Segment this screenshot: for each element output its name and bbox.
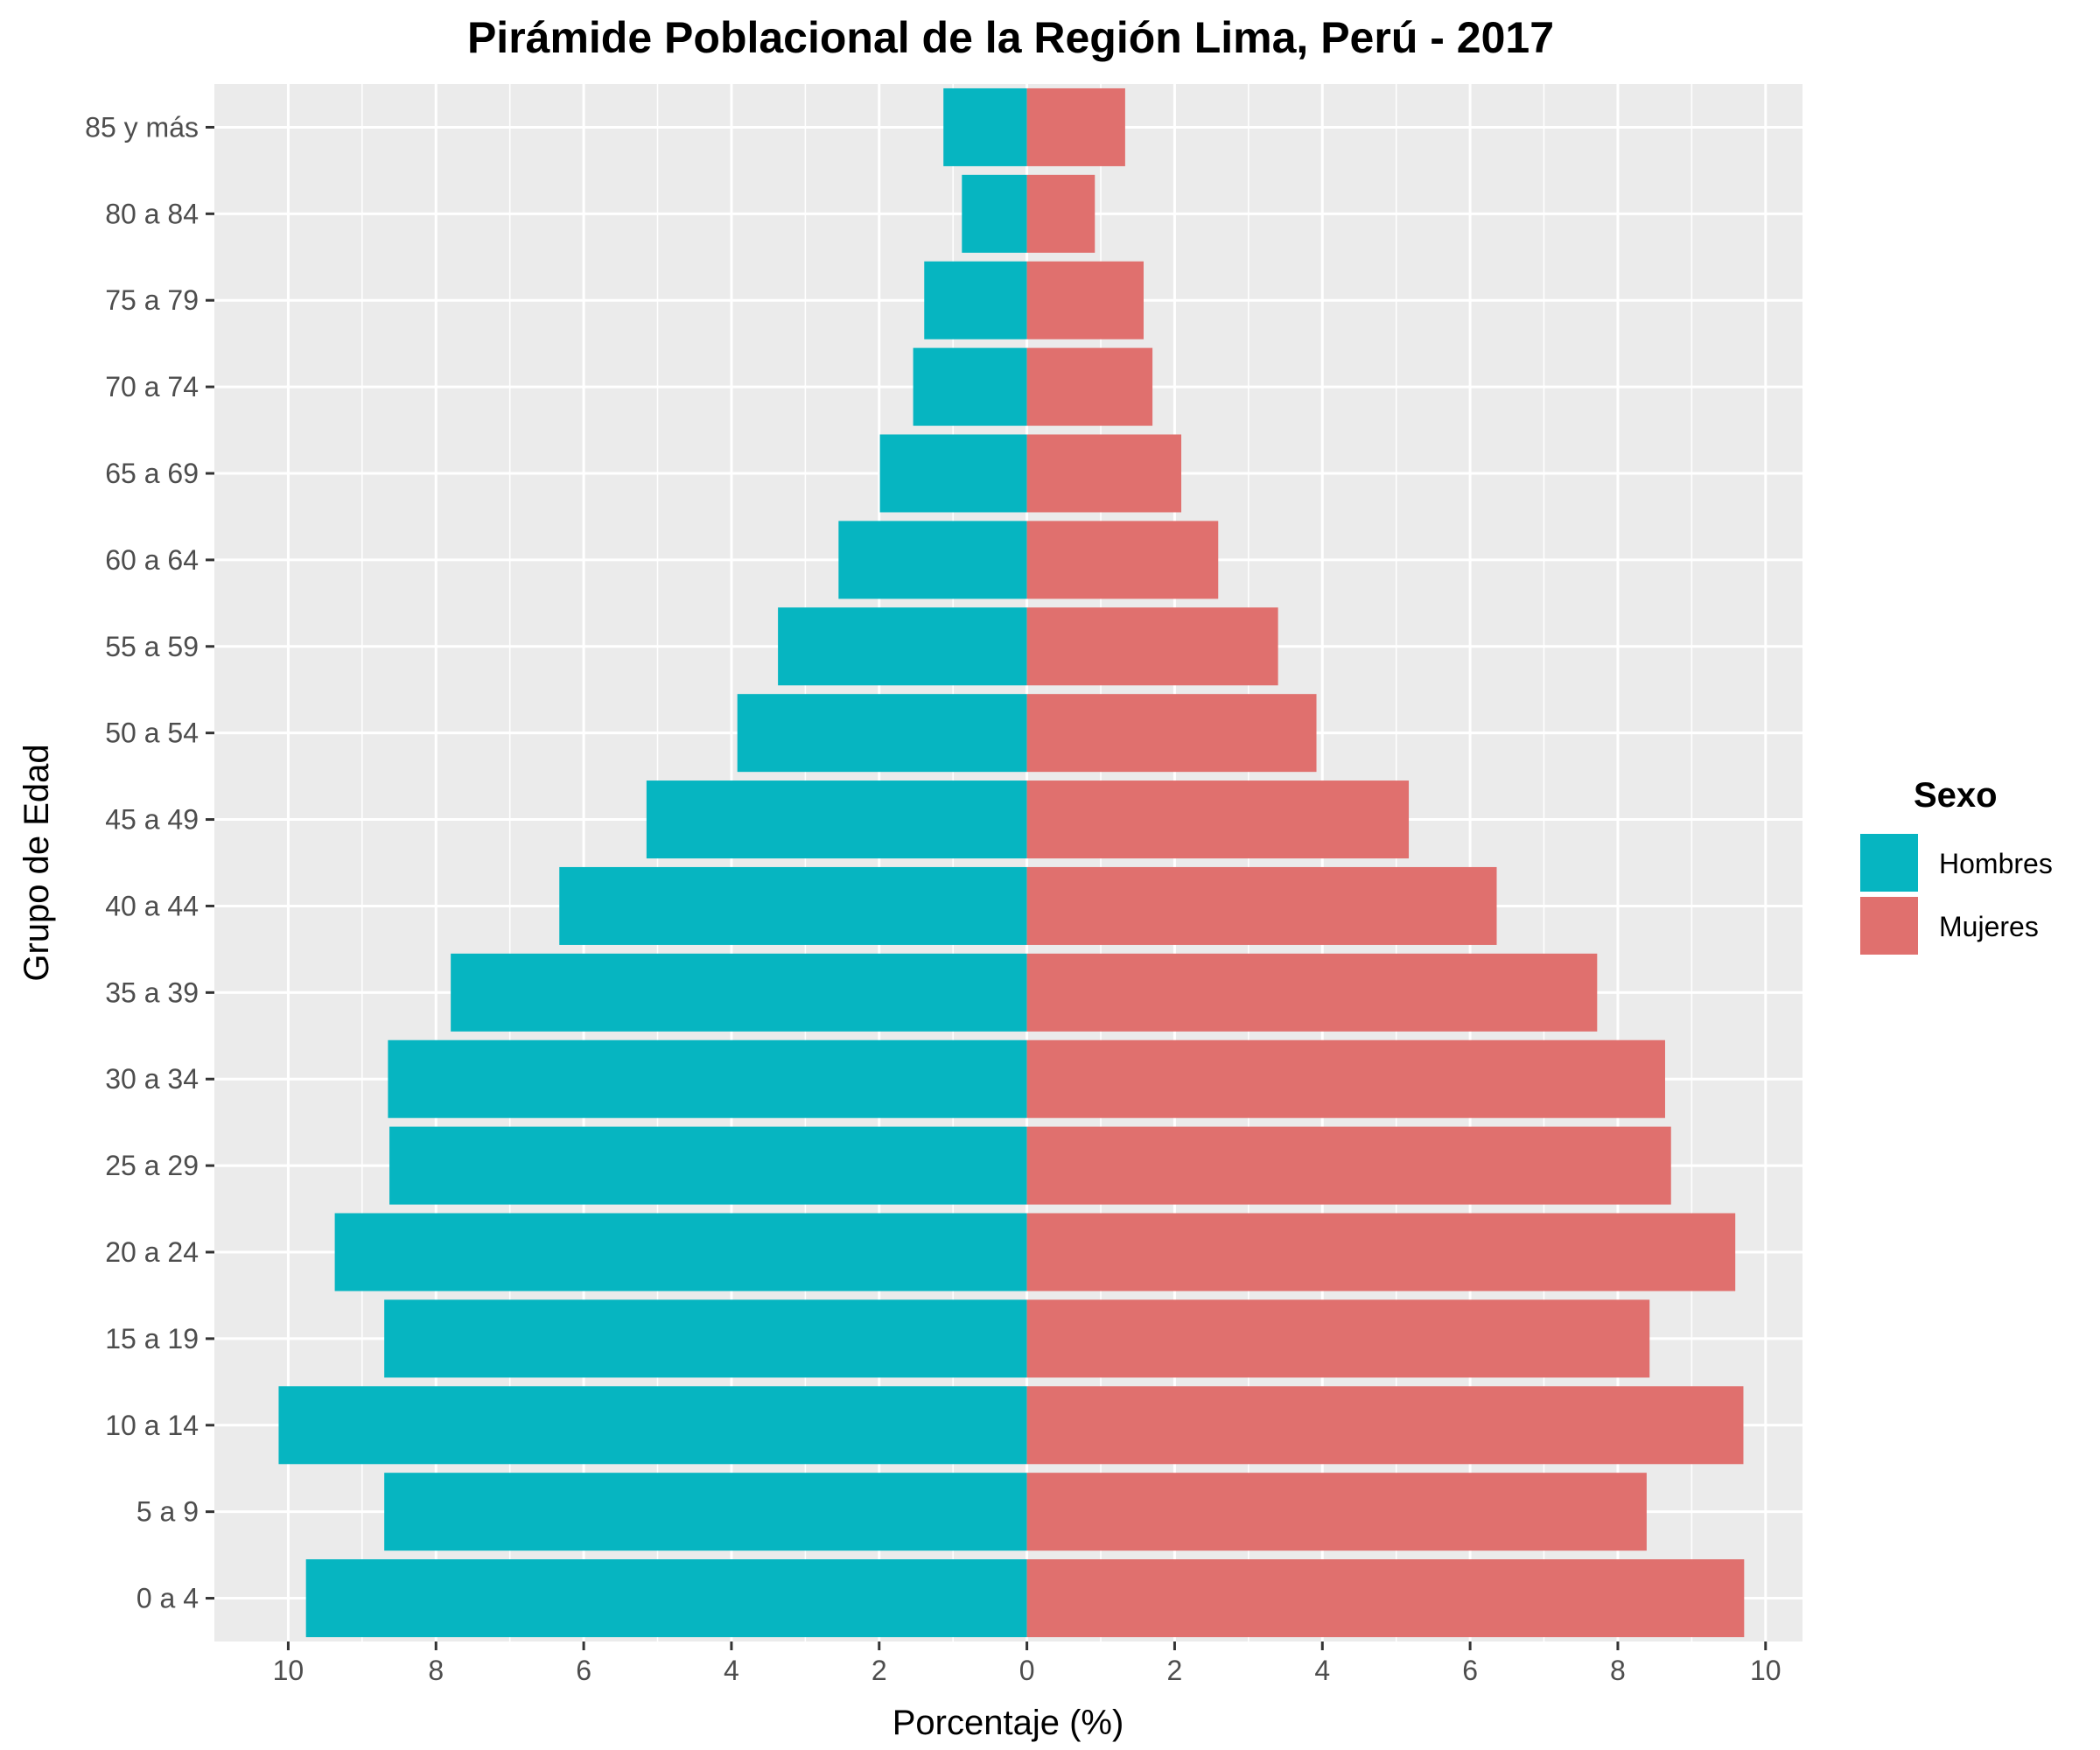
- x-tick-label: 10: [1750, 1655, 1782, 1686]
- y-tick-label: 70 a 74: [105, 371, 199, 402]
- legend-label-hombres: Hombres: [1939, 848, 2053, 879]
- bar-hombres: [305, 1559, 1027, 1638]
- bar-hombres: [924, 261, 1027, 340]
- legend-label-mujeres: Mujeres: [1939, 911, 2039, 942]
- axes: 10 8 6 4 2 0 2 4 6 8 10 0 a 4 5 a 9 10 a 14 15 a 19 20 …: [85, 111, 1781, 1686]
- bar-mujeres: [1026, 694, 1317, 773]
- legend-items: Hombres Mujeres: [1858, 832, 2053, 956]
- y-tick-label: 10 a 14: [105, 1410, 199, 1441]
- bar-mujeres: [1026, 1213, 1736, 1292]
- bar-hombres: [962, 174, 1027, 253]
- y-tick-label: 30 a 34: [105, 1063, 199, 1095]
- bar-hombres: [384, 1473, 1027, 1551]
- bar-hombres: [334, 1213, 1027, 1292]
- bar-hombres: [838, 521, 1027, 599]
- chart-title: Pirámide Poblacional de la Región Lima, …: [467, 13, 1554, 62]
- plot-panel: [214, 84, 1802, 1642]
- bar-hombres: [451, 953, 1027, 1032]
- bar-mujeres: [1026, 607, 1278, 686]
- x-tick-label: 8: [1610, 1655, 1626, 1686]
- bar-mujeres: [1026, 347, 1153, 426]
- bar-mujeres: [1026, 953, 1598, 1032]
- bar-mujeres: [1026, 174, 1096, 253]
- legend-key-hombres: [1858, 832, 1920, 893]
- bar-mujeres: [1026, 261, 1144, 340]
- y-tick-label: 55 a 59: [105, 631, 199, 662]
- bar-mujeres: [1026, 1386, 1744, 1465]
- bar-hombres: [389, 1126, 1027, 1205]
- x-tick-label: 2: [872, 1655, 887, 1686]
- bar-mujeres: [1026, 780, 1410, 859]
- y-tick-label: 65 a 69: [105, 458, 199, 489]
- bar-hombres: [879, 434, 1027, 513]
- y-tick-label: 75 a 79: [105, 284, 199, 316]
- legend: Sexo Hombres Mujeres: [1858, 776, 2053, 956]
- bar-mujeres: [1026, 1040, 1665, 1118]
- y-tick-label: 80 a 84: [105, 198, 199, 229]
- y-axis-title: Grupo de Edad: [18, 744, 56, 981]
- x-tick-label: 8: [428, 1655, 444, 1686]
- bar-hombres: [913, 347, 1027, 426]
- y-tick-label: 20 a 24: [105, 1236, 199, 1268]
- y-tick-label: 15 a 19: [105, 1323, 199, 1354]
- bar-hombres: [778, 607, 1027, 686]
- x-tick-label: 0: [1019, 1655, 1035, 1686]
- x-tick-label: 4: [1314, 1655, 1330, 1686]
- bar-mujeres: [1026, 866, 1497, 945]
- bar-hombres: [559, 866, 1027, 945]
- legend-title: Sexo: [1914, 776, 1998, 815]
- y-tick-label: 40 a 44: [105, 890, 199, 921]
- bar-hombres: [384, 1299, 1027, 1378]
- y-tick-label: 35 a 39: [105, 976, 199, 1008]
- bar-mujeres: [1026, 1559, 1745, 1638]
- legend-key-mujeres: [1858, 895, 1920, 956]
- bar-hombres: [646, 780, 1027, 859]
- x-tick-label: 10: [273, 1655, 304, 1686]
- y-tick-label: 85 y más: [85, 111, 199, 143]
- bar-hombres: [737, 694, 1027, 773]
- y-tick-label: 50 a 54: [105, 718, 199, 749]
- bar-hombres: [388, 1040, 1027, 1118]
- x-tick-label: 6: [576, 1655, 592, 1686]
- y-tick-label: 25 a 29: [105, 1150, 199, 1181]
- bar-mujeres: [1026, 88, 1125, 166]
- bar-mujeres: [1026, 1473, 1647, 1551]
- y-tick-label: 5 a 9: [136, 1496, 199, 1528]
- x-tick-label: 6: [1462, 1655, 1478, 1686]
- y-tick-label: 0 a 4: [136, 1583, 199, 1614]
- x-tick-label: 4: [724, 1655, 739, 1686]
- bars: [278, 88, 1745, 1638]
- y-tick-label: 60 a 64: [105, 544, 199, 576]
- x-axis-title: Porcentaje (%): [892, 1704, 1124, 1742]
- bar-mujeres: [1026, 434, 1182, 513]
- bar-hombres: [943, 88, 1027, 166]
- bar-mujeres: [1026, 1299, 1650, 1378]
- bar-mujeres: [1026, 521, 1219, 599]
- y-tick-label: 45 a 49: [105, 804, 199, 836]
- bar-mujeres: [1026, 1126, 1671, 1205]
- bar-hombres: [278, 1386, 1027, 1465]
- x-tick-label: 2: [1167, 1655, 1183, 1686]
